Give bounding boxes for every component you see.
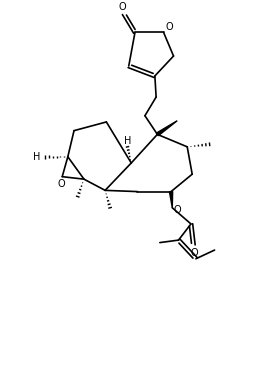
Text: O: O: [173, 205, 181, 215]
Text: O: O: [191, 247, 198, 258]
Text: O: O: [119, 2, 126, 12]
Polygon shape: [170, 191, 173, 208]
Text: H: H: [33, 152, 40, 162]
Text: H: H: [124, 136, 131, 145]
Polygon shape: [157, 121, 177, 136]
Text: O: O: [57, 179, 65, 189]
Text: O: O: [166, 22, 174, 33]
